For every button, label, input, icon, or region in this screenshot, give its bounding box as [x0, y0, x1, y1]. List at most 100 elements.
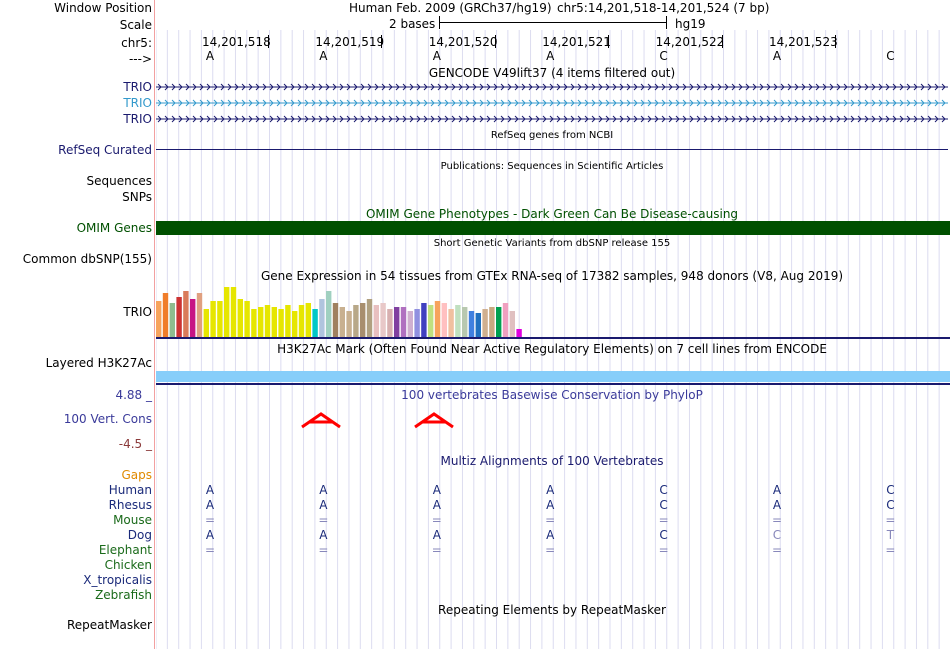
track-label-gtex-trio[interactable]: TRIO — [123, 305, 152, 319]
species-label-mouse[interactable]: Mouse — [113, 513, 152, 527]
gtex-tissue-bar — [339, 307, 345, 337]
track-label-h3k27ac[interactable]: Layered H3K27Ac — [45, 356, 152, 370]
gtex-tissue-bar — [428, 305, 434, 337]
track-label-dbsnp[interactable]: Common dbSNP(155) — [22, 252, 152, 266]
gtex-tissue-bar — [468, 311, 475, 337]
track-label-trio-3[interactable]: TRIO — [123, 112, 152, 126]
species-label-chicken[interactable]: Chicken — [104, 558, 152, 572]
scale-db: hg19 — [675, 17, 706, 31]
scale-label: Scale — [119, 18, 152, 32]
gtex-tissue-bar — [441, 303, 447, 337]
reference-base: A — [432, 49, 441, 63]
species-label-elephant[interactable]: Elephant — [98, 543, 152, 557]
trio-transcript-1[interactable] — [156, 83, 948, 91]
alignment-base: C — [886, 498, 895, 512]
refseq-gene-line[interactable] — [156, 149, 948, 150]
track-label-refseq-curated[interactable]: RefSeq Curated — [58, 143, 152, 157]
coordinate-tick-mark — [835, 35, 836, 48]
phylop-peak-1[interactable] — [296, 410, 346, 430]
gtex-tissue-bar — [400, 307, 407, 337]
coordinate-tick: 14,201,519 — [315, 35, 385, 49]
refseq-track-title: RefSeq genes from NCBI — [490, 130, 614, 141]
gtex-tissue-bar — [462, 307, 468, 337]
alignment-base: = — [318, 513, 329, 527]
gtex-tissue-bar — [326, 291, 332, 337]
species-label-rhesus[interactable]: Rhesus — [108, 498, 152, 512]
track-label-gaps[interactable]: Gaps — [121, 468, 152, 482]
alignment-base: = — [771, 543, 783, 557]
gtex-tissue-bar — [237, 299, 243, 337]
reference-base: C — [659, 49, 668, 63]
alignment-base: = — [204, 513, 216, 527]
gtex-tissue-bar — [244, 301, 250, 337]
species-label-dog[interactable]: Dog — [127, 528, 152, 542]
species-label-human[interactable]: Human — [108, 483, 152, 497]
gtex-tissue-bar — [353, 305, 359, 337]
alignment-base: A — [546, 528, 555, 542]
scale-bar-tick-left — [439, 16, 440, 29]
gtex-tissue-bar — [156, 301, 162, 337]
track-label-trio-1[interactable]: TRIO — [123, 80, 152, 94]
track-label-phylop[interactable]: 100 Vert. Cons — [63, 412, 152, 426]
gtex-tissue-bar — [162, 293, 169, 337]
track-label-column: Window Position Scale chr5: ---> TRIO TR… — [0, 0, 154, 649]
track-label-repeatmasker[interactable]: RepeatMasker — [66, 618, 152, 632]
coordinate-tick: 14,201,518 — [202, 35, 271, 49]
alignment-base: = — [545, 513, 556, 527]
gtex-tissue-bar — [502, 303, 509, 337]
track-label-snps[interactable]: SNPs — [122, 190, 152, 204]
gtex-tissue-bar — [509, 311, 515, 337]
phylop-min-label: -4.5 _ — [118, 437, 152, 451]
alignment-base: = — [885, 513, 896, 527]
gtex-tissue-bar — [360, 303, 366, 337]
gtex-tissue-bar — [496, 307, 502, 337]
omim-track-title: OMIM Gene Phenotypes - Dark Green Can Be… — [365, 207, 739, 221]
species-label-x_tropicalis[interactable]: X_tropicalis — [83, 573, 152, 587]
gtex-tissue-bar — [312, 309, 318, 337]
omim-gene-bar[interactable] — [156, 221, 950, 235]
trio-transcript-3[interactable] — [156, 115, 948, 123]
alignment-base: = — [204, 543, 216, 557]
coordinate-tick-mark — [608, 35, 610, 48]
gtex-tissue-bar — [169, 303, 175, 337]
coordinate-tick-mark — [721, 35, 723, 48]
gtex-tissue-bar — [264, 305, 271, 337]
multiz-track-title: Multiz Alignments of 100 Vertebrates — [440, 454, 664, 468]
gtex-tissue-bar — [380, 303, 386, 337]
h3k27ac-signal[interactable] — [156, 371, 950, 382]
track-label-omim-genes[interactable]: OMIM Genes — [76, 221, 152, 235]
gtex-tissue-bar — [332, 303, 339, 337]
gtex-tissue-bar — [366, 299, 373, 337]
coordinate-tick: 14,201,522 — [655, 35, 725, 49]
reference-base: A — [772, 49, 782, 63]
gtex-tissue-bar — [448, 309, 454, 337]
gtex-tissue-bar — [210, 301, 216, 337]
track-label-sequences[interactable]: Sequences — [86, 174, 152, 188]
species-label-zebrafish[interactable]: Zebrafish — [95, 588, 152, 602]
gtex-tissue-bar — [190, 299, 196, 337]
gtex-tissue-bar — [271, 307, 277, 337]
gtex-tissue-bar — [217, 301, 223, 337]
alignment-base: = — [771, 513, 783, 527]
alignment-base: = — [545, 543, 556, 557]
gtex-tissue-bar — [394, 307, 400, 337]
alignment-base: A — [319, 498, 328, 512]
gtex-tissue-bar — [230, 287, 237, 337]
gtex-tissue-bar — [305, 303, 311, 337]
gtex-tissue-bar — [196, 293, 203, 337]
track-label-trio-2[interactable]: TRIO — [123, 96, 152, 110]
phylop-peak-2[interactable] — [409, 410, 459, 430]
alignment-base: C — [659, 483, 668, 497]
reference-base: A — [205, 49, 215, 63]
alignment-base: A — [772, 498, 782, 512]
gtex-tissue-bar — [319, 299, 325, 337]
trio-transcript-2[interactable] — [156, 99, 948, 107]
scale-bar-tick-right — [666, 16, 667, 29]
alignment-base: A — [546, 483, 555, 497]
gtex-expression-bars[interactable] — [156, 282, 536, 337]
strand-label: ---> — [128, 52, 152, 66]
alignment-base: A — [546, 498, 555, 512]
genome-browser-track-image[interactable]: Human Feb. 2009 (GRCh37/hg19) chr5:14,20… — [156, 0, 950, 649]
gtex-tissue-bar — [414, 309, 420, 337]
coordinate-tick: 14,201,521 — [542, 35, 611, 49]
